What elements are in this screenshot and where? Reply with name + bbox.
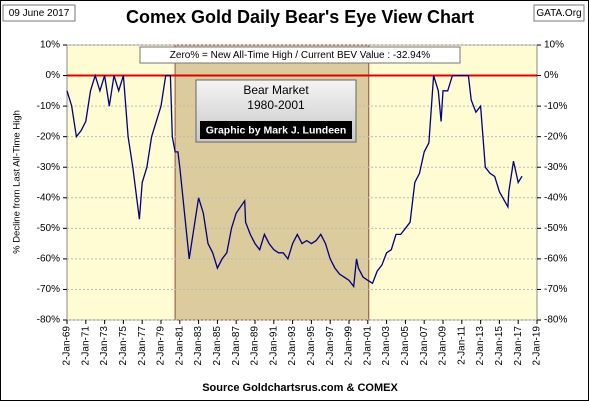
y-tick-label: 0%: [46, 70, 61, 81]
x-tick-label: 2-Jan-07: [419, 326, 430, 366]
y-tick-label: -40%: [37, 192, 60, 203]
x-tick-label: 2-Jan-69: [62, 326, 73, 366]
y2-tick-label: -70%: [544, 284, 567, 295]
site-label: GATA.Org: [536, 8, 581, 19]
bear-market-years: 1980-2001: [247, 98, 305, 112]
bev-line: [66, 73, 523, 289]
credit-box: [200, 121, 352, 139]
x-tick-label: 2-Jan-01: [362, 326, 373, 366]
y-tick-label: -50%: [37, 223, 60, 234]
y2-tick-label: -10%: [544, 101, 567, 112]
x-tick-label: 2-Jan-83: [193, 326, 204, 366]
y2-tick-label: 10%: [544, 40, 564, 51]
y-axis-label: % Decline from Last All-Time High: [12, 110, 23, 254]
x-tick-label: 2-Jan-81: [174, 326, 185, 366]
x-tick-label: 2-Jan-77: [137, 326, 148, 366]
x-tick-label: 2-Jan-95: [306, 326, 317, 366]
y-tick-label: -10%: [37, 101, 60, 112]
x-tick-label: 2-Jan-15: [494, 326, 505, 366]
x-tick-label: 2-Jan-05: [400, 326, 411, 366]
x-tick-label: 2-Jan-75: [118, 326, 129, 366]
x-tick-label: 2-Jan-87: [231, 326, 242, 366]
x-tick-label: 2-Jan-85: [212, 326, 223, 366]
y2-tick-label: -20%: [544, 131, 567, 142]
y2-tick-label: -50%: [544, 223, 567, 234]
y-tick-label: -70%: [37, 284, 60, 295]
x-tick-label: 2-Jan-13: [475, 326, 486, 366]
x-tick-label: 2-Jan-03: [381, 326, 392, 366]
x-tick-label: 2-Jan-09: [438, 326, 449, 366]
x-tick-label: 2-Jan-91: [268, 326, 279, 366]
info-text: Zero% = New All-Time High / Current BEV …: [170, 50, 430, 61]
date-box: [2, 4, 76, 22]
x-tick-label: 2-Jan-93: [287, 326, 298, 366]
x-tick-label: 2-Jan-11: [456, 326, 467, 365]
y2-tick-label: -30%: [544, 162, 567, 173]
date-label: 09 June 2017: [9, 8, 70, 19]
source: Source Goldchartsrus.com & COMEX: [202, 382, 398, 394]
y2-tick-label: -40%: [544, 192, 567, 203]
site-box: [533, 4, 585, 22]
y-tick-label: -20%: [37, 131, 60, 142]
x-tick-label: 2-Jan-79: [156, 326, 167, 366]
y2-tick-label: 0%: [544, 70, 559, 81]
x-tick-label: 2-Jan-97: [325, 326, 336, 366]
bear-market-title: Bear Market: [243, 83, 309, 97]
x-tick-label: 2-Jan-89: [250, 326, 261, 366]
info-box: [139, 46, 461, 64]
y2-tick-label: -80%: [544, 315, 567, 326]
y-tick-label: 10%: [40, 40, 60, 51]
y-tick-label: -80%: [37, 315, 60, 326]
x-tick-label: 2-Jan-99: [344, 326, 355, 366]
y-tick-label: -60%: [37, 254, 60, 265]
credit: Graphic by Mark J. Lundeen: [206, 124, 347, 136]
chart-title: Comex Gold Daily Bear's Eye View Chart: [126, 7, 474, 27]
y-tick-label: -30%: [37, 162, 60, 173]
y2-tick-label: -60%: [544, 254, 567, 265]
x-tick-label: 2-Jan-71: [80, 326, 91, 366]
x-tick-label: 2-Jan-19: [532, 326, 543, 366]
x-tick-label: 2-Jan-73: [99, 326, 110, 366]
x-tick-label: 2-Jan-17: [513, 326, 524, 366]
